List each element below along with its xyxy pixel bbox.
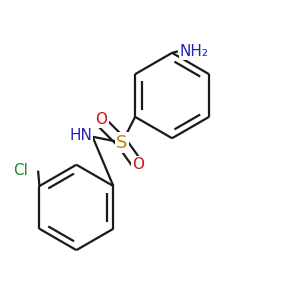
Text: O: O xyxy=(95,112,107,127)
Text: Cl: Cl xyxy=(13,163,28,178)
Text: HN: HN xyxy=(69,128,92,143)
Text: S: S xyxy=(116,134,128,152)
Text: O: O xyxy=(132,157,144,172)
Text: NH₂: NH₂ xyxy=(179,44,208,59)
